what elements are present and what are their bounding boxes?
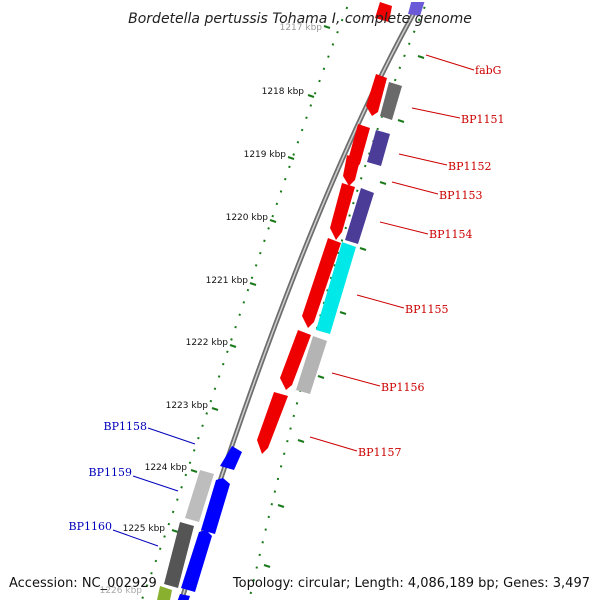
kbp-label: 1218 kbp bbox=[262, 87, 305, 97]
forward-genes bbox=[257, 2, 392, 454]
gene-arrow-BP1153[interactable] bbox=[343, 155, 360, 186]
inner-ruler bbox=[248, 0, 429, 600]
gene-arrow-olive[interactable] bbox=[156, 586, 172, 600]
gene-label-BP1156[interactable]: BP1156 bbox=[381, 381, 424, 394]
gene-arrow-darkgray[interactable] bbox=[164, 522, 194, 588]
gene-label-BP1152[interactable]: BP1152 bbox=[448, 160, 491, 173]
kbp-label: 1226 kbp bbox=[100, 586, 143, 596]
gene-labels: fabG BP1151 BP1152 BP1153 BP1154 BP1155 … bbox=[69, 64, 505, 533]
kbp-label: 1225 kbp bbox=[123, 524, 166, 534]
gene-arrow-BP1157[interactable] bbox=[257, 392, 288, 454]
gene-label-BP1151[interactable]: BP1151 bbox=[461, 113, 504, 126]
kbp-label: 1220 kbp bbox=[226, 213, 269, 223]
gene-arrow-blue[interactable] bbox=[181, 530, 212, 592]
gene-arrow-blue[interactable] bbox=[176, 594, 190, 600]
gene-arrow-BP1151[interactable] bbox=[366, 74, 387, 116]
gene-label-BP1159[interactable]: BP1159 bbox=[89, 466, 132, 479]
gene-arrow-purple[interactable] bbox=[408, 0, 426, 16]
reverse-genes bbox=[156, 446, 242, 600]
gene-arrow-blue[interactable] bbox=[201, 478, 230, 534]
kbp-label: 1221 kbp bbox=[206, 276, 249, 286]
kbp-ruler bbox=[140, 0, 352, 600]
gene-arrow-purple[interactable] bbox=[345, 188, 374, 244]
accession-text: Accession: NC_002929 bbox=[9, 576, 157, 591]
gene-label-fabG[interactable]: fabG bbox=[475, 64, 501, 77]
gene-label-BP1155[interactable]: BP1155 bbox=[405, 303, 448, 316]
kbp-label: 1224 kbp bbox=[145, 463, 188, 473]
gene-arrow-gray[interactable] bbox=[380, 82, 402, 120]
kbp-label: 1217 kbp bbox=[280, 23, 323, 33]
genome-stats-text: Topology: circular; Length: 4,086,189 bp… bbox=[232, 576, 590, 591]
gene-arrow-cyan[interactable] bbox=[316, 242, 356, 334]
inner-genes bbox=[296, 0, 426, 394]
gene-arrow-fabG[interactable] bbox=[375, 2, 392, 22]
gene-arrow-lightgray[interactable] bbox=[296, 336, 327, 394]
gene-arrow-purple[interactable] bbox=[367, 130, 390, 166]
gene-arrow-blue[interactable] bbox=[220, 446, 242, 470]
gene-label-BP1160[interactable]: BP1160 bbox=[69, 520, 112, 533]
kbp-label: 1223 kbp bbox=[166, 401, 209, 411]
gene-label-BP1153[interactable]: BP1153 bbox=[439, 189, 482, 202]
map-title: Bordetella pertussis Tohama I, complete … bbox=[128, 11, 472, 27]
leader-lines bbox=[112, 54, 475, 547]
gene-arrow-BP1154[interactable] bbox=[330, 183, 355, 240]
gene-arrow-lightgray[interactable] bbox=[185, 470, 214, 522]
gene-label-BP1154[interactable]: BP1154 bbox=[429, 228, 472, 241]
kbp-label: 1222 kbp bbox=[186, 338, 229, 348]
kbp-labels: 1217 kbp 1218 kbp 1219 kbp 1220 kbp 1221… bbox=[100, 23, 323, 596]
gene-label-BP1157[interactable]: BP1157 bbox=[358, 446, 401, 459]
kbp-label: 1219 kbp bbox=[244, 150, 287, 160]
gene-arrow-BP1155[interactable] bbox=[302, 238, 341, 328]
gene-label-BP1158[interactable]: BP1158 bbox=[104, 420, 147, 433]
gene-arrow-BP1156[interactable] bbox=[280, 330, 311, 390]
